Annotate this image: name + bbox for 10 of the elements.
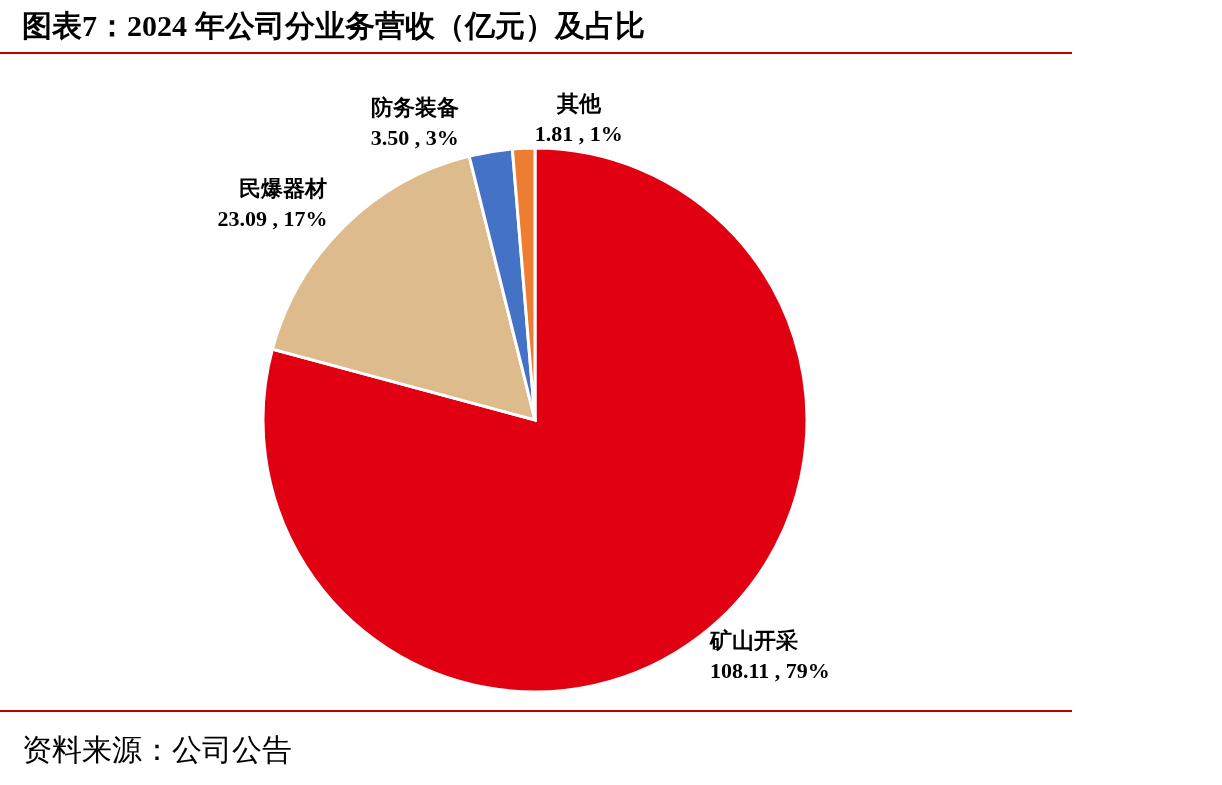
- slice-label: 矿山开采: [709, 627, 798, 653]
- slice-label: 其他: [555, 91, 602, 117]
- slice-label: 防务装备: [370, 94, 459, 120]
- text: 资料来源：公司公告: [22, 733, 292, 766]
- data-label: 1.81 , 1%: [534, 121, 623, 147]
- data-label: 3.50 , 3%: [370, 124, 459, 150]
- data-label: 108.11 , 79%: [710, 657, 830, 683]
- slice-label: 民爆器材: [239, 176, 328, 202]
- data-label: 23.09 , 17%: [217, 206, 328, 232]
- chart-title: 图表7：2024 年公司分业务营收（亿元）及占比: [22, 9, 645, 42]
